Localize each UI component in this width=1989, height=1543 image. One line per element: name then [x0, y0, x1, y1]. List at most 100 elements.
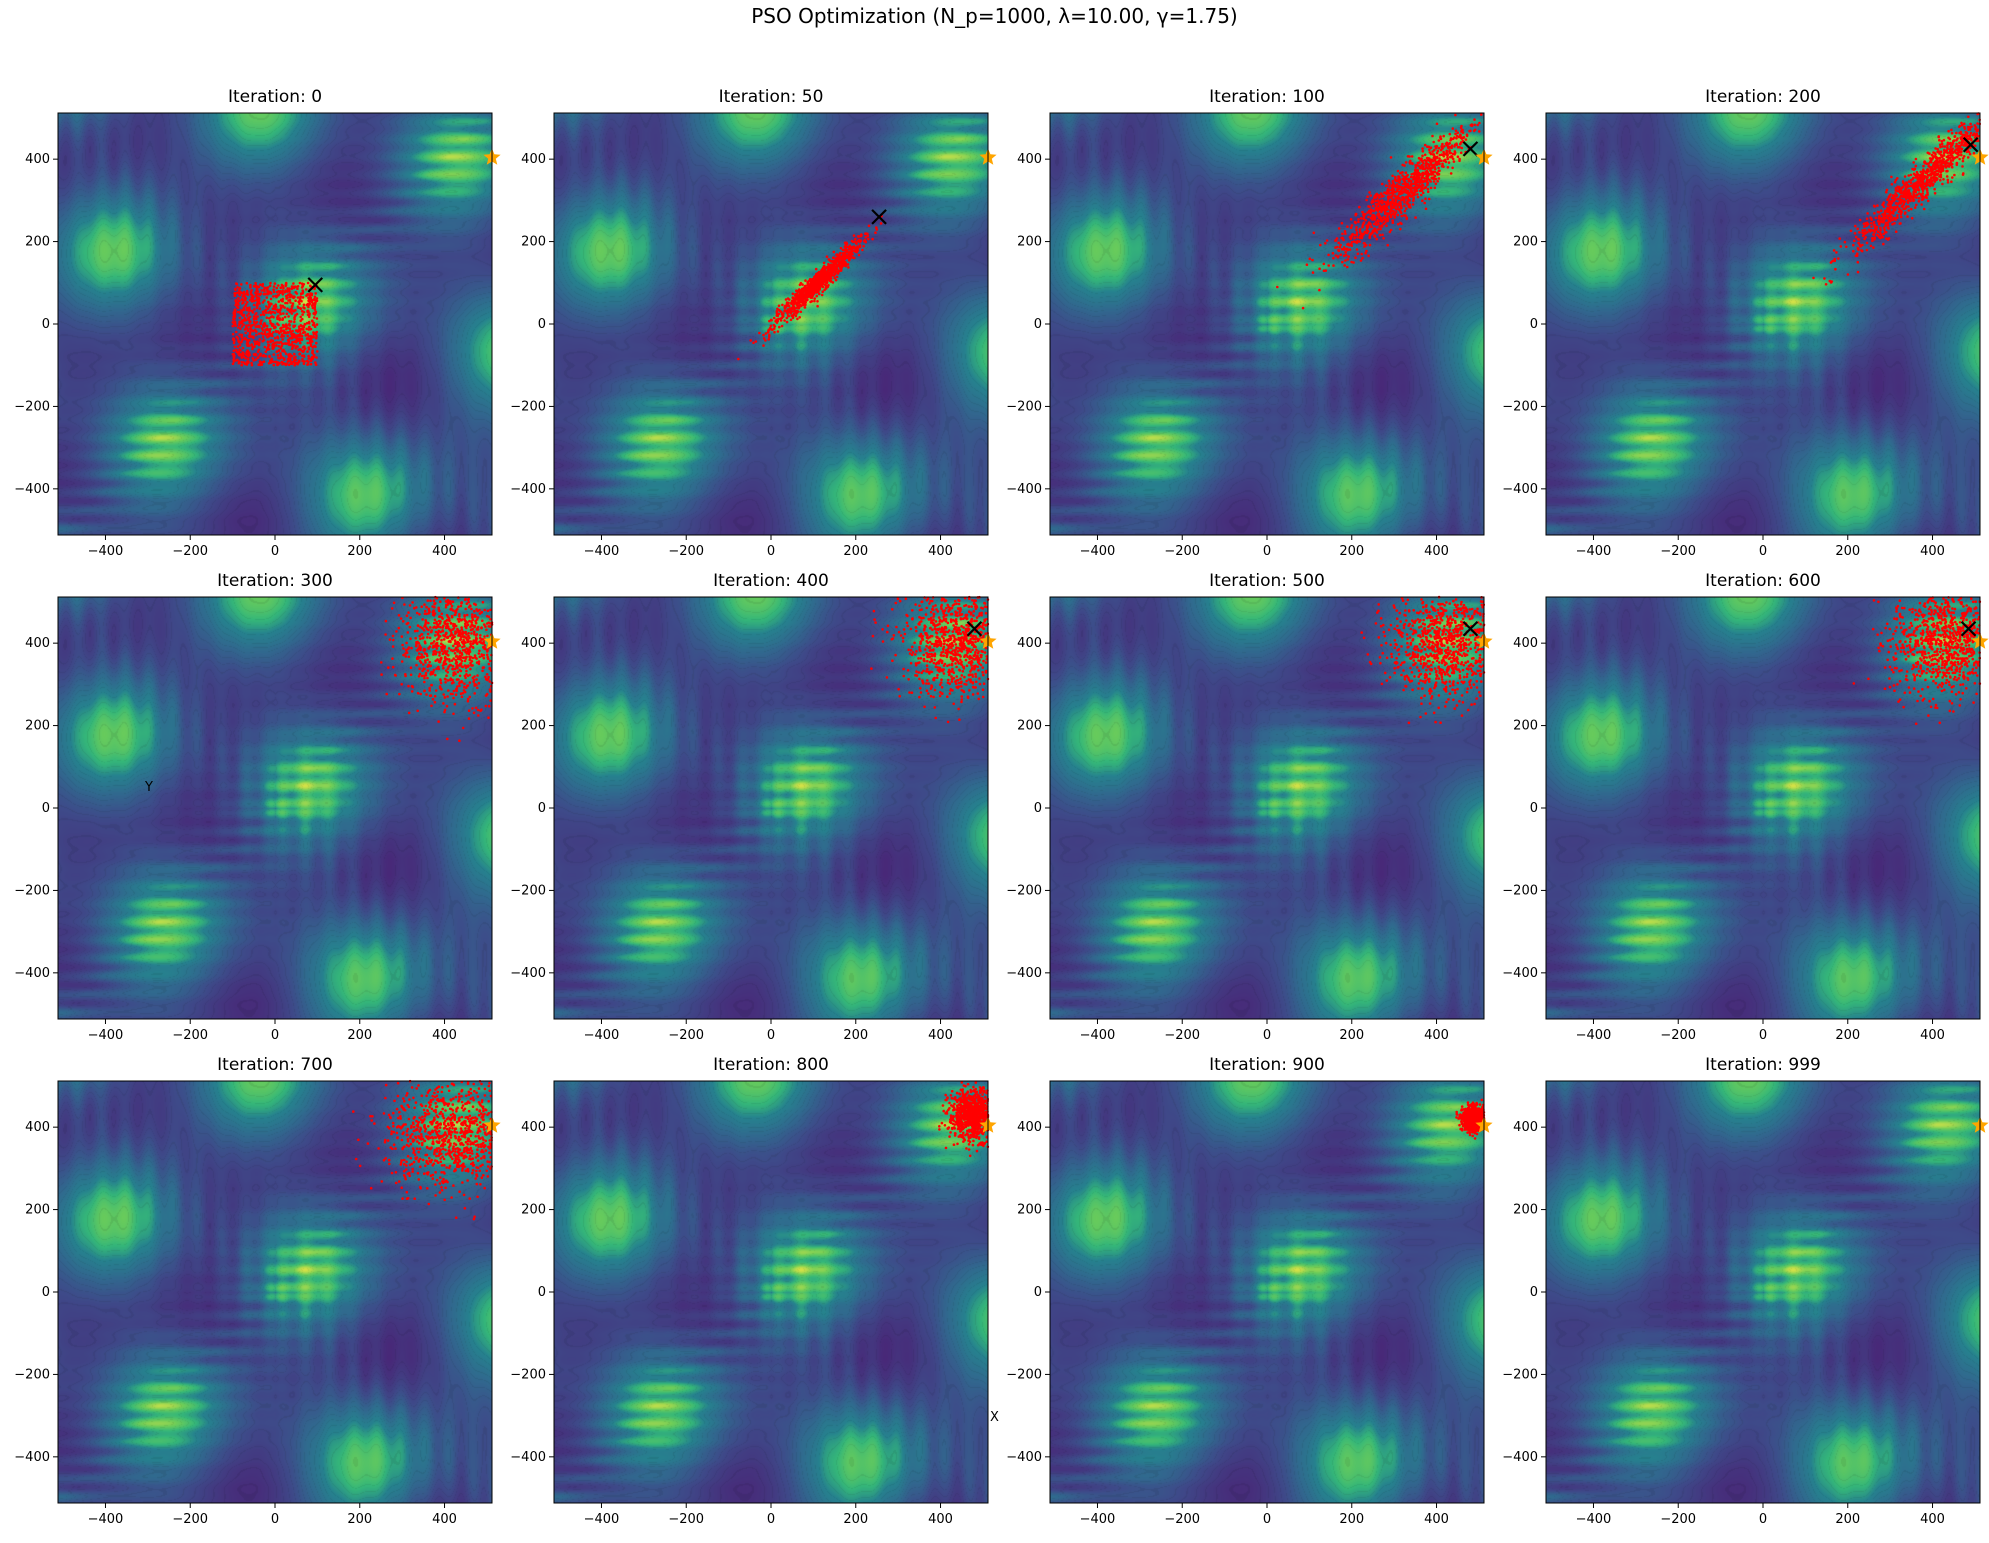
particle-point [1928, 174, 1931, 177]
x-tick-label: −200 [668, 544, 704, 559]
particle-point [1929, 185, 1932, 188]
particle-point [439, 658, 442, 661]
particle-point [1334, 239, 1337, 242]
particle-point [471, 664, 474, 667]
particle-point [1915, 165, 1918, 168]
y-tick-label: −200 [1006, 399, 1042, 414]
particle-point [1377, 203, 1380, 206]
particle-point [1956, 137, 1959, 140]
particle-point [1974, 145, 1977, 148]
particle-point [293, 336, 296, 339]
particle-point [442, 702, 445, 705]
particle-point [1400, 172, 1403, 175]
particle-point [813, 276, 816, 279]
particle-point [814, 288, 817, 291]
particle-point [274, 326, 277, 329]
particle-point [426, 655, 429, 658]
particle-point [470, 608, 473, 611]
particle-point [439, 620, 442, 623]
particle-point [1354, 256, 1357, 259]
particle-point [934, 717, 937, 720]
particle-point [458, 644, 461, 647]
particle-point [439, 685, 442, 688]
particle-point [1951, 144, 1954, 147]
particle-point [1938, 139, 1941, 142]
particle-point [235, 359, 238, 362]
particle-point [809, 283, 812, 286]
particle-point [1424, 159, 1427, 162]
particle-point [1454, 150, 1457, 153]
particle-point [1906, 190, 1909, 193]
particle-point [316, 317, 319, 320]
particle-point [464, 608, 467, 611]
particle-point [1923, 187, 1926, 190]
particle-point [294, 347, 297, 350]
particle-point [270, 361, 273, 364]
particle-point [1931, 154, 1934, 157]
particle-point [315, 363, 318, 366]
particle-point [817, 290, 820, 293]
y-tick-label: 0 [42, 317, 50, 332]
particle-point [286, 327, 289, 330]
particle-point [455, 688, 458, 691]
particle-point [1319, 244, 1322, 247]
particle-point [385, 693, 388, 696]
particle-point [307, 306, 310, 309]
particle-point [310, 343, 313, 346]
particle-point [424, 624, 427, 627]
particle-point [237, 345, 240, 348]
particle-point [483, 654, 486, 657]
particle-point [790, 319, 793, 322]
particle-point [306, 350, 309, 353]
particle-point [435, 689, 438, 692]
particle-point [1434, 175, 1437, 178]
particle-point [1379, 205, 1382, 208]
particle-point [269, 320, 272, 323]
particle-point [1364, 219, 1367, 222]
particle-point [270, 316, 273, 319]
particle-point [1323, 263, 1326, 266]
particle-point [273, 291, 276, 294]
particle-point [1461, 147, 1464, 150]
particle-point [786, 301, 789, 304]
particle-point [1889, 214, 1892, 217]
particle-point [1887, 224, 1890, 227]
particle-point [427, 633, 430, 636]
particle-point [434, 701, 437, 704]
particle-point [859, 244, 862, 247]
particle-point [1385, 225, 1388, 228]
particle-point [285, 297, 288, 300]
particle-point [237, 297, 240, 300]
particle-point [486, 656, 489, 659]
particle-point [1460, 152, 1463, 155]
particle-point [1924, 161, 1927, 164]
particle-point [447, 667, 450, 670]
particle-point [270, 298, 273, 301]
particle-point [1902, 204, 1905, 207]
particle-point [1896, 214, 1899, 217]
particle-point [1324, 242, 1327, 245]
particle-point [1359, 228, 1362, 231]
particle-point [304, 331, 307, 334]
particle-point [853, 234, 856, 237]
particle-point [380, 661, 383, 664]
particle-point [1375, 238, 1378, 241]
particle-point [460, 602, 463, 605]
particle-point [815, 279, 818, 282]
particle-point [1431, 135, 1434, 138]
particle-point [1830, 261, 1833, 264]
particle-point [299, 352, 302, 355]
particle-point [401, 644, 404, 647]
particle-point [419, 638, 422, 641]
particle-point [1399, 193, 1402, 196]
particle-point [310, 297, 313, 300]
particle-point [281, 342, 284, 345]
particle-point [260, 314, 263, 317]
particle-point [433, 603, 436, 606]
particle-point [446, 623, 449, 626]
particle-point [1356, 236, 1359, 239]
particle-point [1891, 223, 1894, 226]
particle-point [257, 290, 260, 293]
